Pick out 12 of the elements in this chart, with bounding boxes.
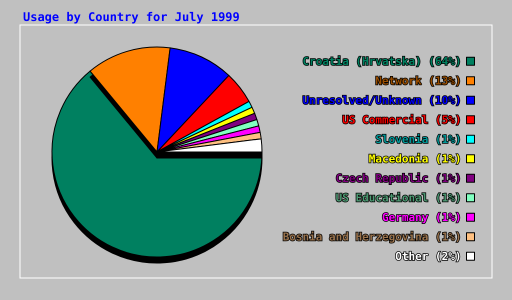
- legend-label: Slovenia (1%): [375, 132, 462, 146]
- legend-label: Network (13%): [375, 74, 462, 88]
- legend-label: Croatia (Hrvatska) (64%): [302, 54, 462, 68]
- legend-label: Bosnia and Herzegovina (1%): [282, 230, 462, 244]
- legend-label: Germany (1%): [382, 210, 462, 224]
- legend-label: US Commercial (5%): [342, 113, 462, 126]
- legend-label: Macedonia (1%): [368, 152, 462, 166]
- legend-label: Other (2%): [395, 250, 462, 263]
- legend-label: Czech Republic (1%): [336, 172, 462, 185]
- chart-title: Usage by Country for July 1999: [23, 10, 240, 24]
- legend-label: US Educational (1%): [336, 191, 462, 204]
- legend-label: Unresolved/Unknown (10%): [302, 94, 462, 107]
